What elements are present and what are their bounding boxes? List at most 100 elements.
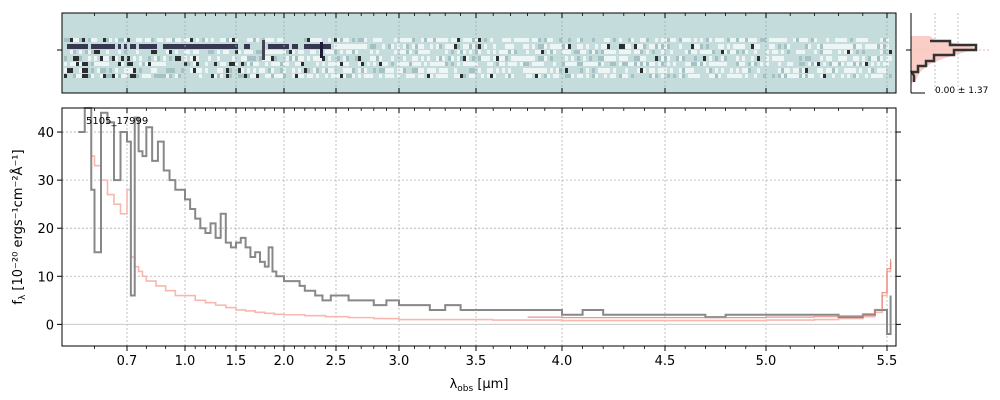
spectrum-2d-pixel [127, 38, 130, 42]
spectrum-2d-pixel [709, 56, 712, 61]
spectrum-2d-pixel [736, 68, 739, 73]
spectrum-2d-pixel [868, 68, 871, 73]
spectrum-2d-pixel [709, 74, 712, 78]
spectrum-2d-pixel [499, 62, 502, 66]
spectrum-2d-pixel [328, 56, 331, 61]
spectrum-2d-pixel [580, 50, 583, 54]
plot-ticks: 0.7 1.0 1.5 2.0 2.5 3.0 3.5 4.0 4.5 5.0 5.5 0 10 20 30… [37, 108, 901, 369]
spectrum-2d-pixel [877, 62, 880, 66]
spectrum-2d-pixel [796, 68, 799, 73]
spectrum-2d-pixel [307, 68, 310, 73]
spectrum-2d-pixel [316, 44, 319, 49]
spectrum-2d-pixel [229, 38, 232, 42]
spectrum-2d-pixel [649, 44, 652, 49]
spectrum-2d-pixel [100, 68, 103, 73]
spectrum-2d-pixel [526, 38, 529, 42]
spectrum-2d-pixel [580, 38, 583, 42]
spectrum-2d-pixel [586, 62, 589, 66]
spectrum-2d-pixel [886, 38, 889, 42]
spectrum-2d-pixel [604, 50, 607, 54]
spectrum-2d-pixel [298, 74, 301, 78]
spectrum-2d-pixel [340, 62, 343, 66]
spectrum-2d-pixel [169, 50, 172, 54]
spectrum-2d-pixel [712, 62, 715, 66]
spectrum-2d-pixel [286, 62, 289, 66]
spectrum-2d-pixel [553, 44, 556, 49]
spectrum-2d-pixel [307, 44, 310, 49]
spectrum-2d-pixel [247, 68, 250, 73]
spectrum-2d-pixel [259, 50, 262, 54]
spectrum-2d-pixel [493, 44, 496, 49]
spectrum-2d-pixel [643, 38, 646, 42]
spectrum-2d-pixel [79, 44, 82, 49]
spectrum-2d-pixel [154, 50, 157, 54]
spectrum-2d-pixel [505, 38, 508, 42]
spectrum-2d-pixel [691, 62, 694, 66]
spectrum-2d-pixel [583, 56, 586, 61]
spectrum-2d-pixel [112, 44, 115, 49]
spectrum-2d-pixel [379, 68, 382, 73]
spectrum-2d-pixel [541, 62, 544, 66]
spectrum-2d-pixel [871, 56, 874, 61]
spectrum-2d-pixel [634, 50, 637, 54]
spectrum-2d-pixel [229, 62, 232, 66]
spectrum-2d-pixel [91, 68, 94, 73]
spectrum-2d-pixel [697, 62, 700, 66]
spectrum-2d-pixel [253, 38, 256, 42]
spectrum-2d-pixel [346, 62, 349, 66]
spectrum-2d-pixel [163, 56, 166, 61]
spectrum-2d-pixel [244, 44, 247, 49]
spectrum-2d-pixel [100, 44, 103, 49]
spectrum-2d-pixel [271, 38, 274, 42]
spectrum-2d-pixel [652, 44, 655, 49]
spectrum-2d-pixel [376, 56, 379, 61]
spectrum-2d-pixel [790, 74, 793, 78]
spectrum-2d-pixel [874, 44, 877, 49]
y-axis-label-sub: λ [18, 294, 28, 300]
x-axis-label-main: λ [450, 377, 458, 392]
spectrum-2d-pixel [700, 62, 703, 66]
spectrum-2d-pixel [655, 44, 658, 49]
spectrum-2d-pixel [520, 38, 523, 42]
spectrum-2d-pixel [523, 44, 526, 49]
spectrum-2d-pixel [343, 44, 346, 49]
spectrum-2d-pixel [529, 74, 532, 78]
spectrum-2d-pixel [325, 68, 328, 73]
spectrum-2d-pixel [721, 68, 724, 73]
spectrum-2d-pixel [667, 38, 670, 42]
spectrum-2d-pixel [691, 44, 694, 49]
spectrum-2d-pixel [154, 44, 157, 49]
spectrum-2d-pixel [313, 68, 316, 73]
spectrum-2d-pixel [862, 50, 865, 54]
spectrum-2d-pixel [589, 62, 592, 66]
spectrum-2d-pixel [178, 56, 181, 61]
spectrum-2d-pixel [295, 56, 298, 61]
spectrum-2d-pixel [382, 68, 385, 73]
spectrum-2d-pixel [526, 44, 529, 49]
spectrum-2d-pixel [343, 56, 346, 61]
spectrum-2d-pixel [115, 38, 118, 42]
spectrum-2d-pixel [412, 56, 415, 61]
spectrum-2d-pixel [679, 74, 682, 78]
spectrum-2d-pixel [541, 44, 544, 49]
spectrum-2d-pixel [565, 74, 568, 78]
spectrum-2d-pixel [286, 50, 289, 54]
spectrum-2d-pixel [436, 56, 439, 61]
spectrum-2d-pixel [703, 50, 706, 54]
spectrum-2d-pixel [208, 56, 211, 61]
spectrum-2d-pixel [769, 44, 772, 49]
spectrum-2d-pixel [100, 56, 103, 61]
spectrum-2d-pixel [157, 62, 160, 66]
spectrum-2d-pixel [730, 68, 733, 73]
spectrum-2d-pixel [643, 62, 646, 66]
spectrum-2d-pixel [796, 38, 799, 42]
spectrum-2d-pixel [91, 74, 94, 78]
spectrum-2d-pixel [847, 50, 850, 54]
spectrum-2d-pixel [184, 62, 187, 66]
spectrum-2d-pixel [196, 62, 199, 66]
spectrum-2d-pixel [178, 74, 181, 78]
spectrum-2d-pixel [352, 38, 355, 42]
spectrum-2d-pixel [745, 68, 748, 73]
spectrum-2d-pixel [727, 50, 730, 54]
spectrum-2d-pixel [442, 56, 445, 61]
